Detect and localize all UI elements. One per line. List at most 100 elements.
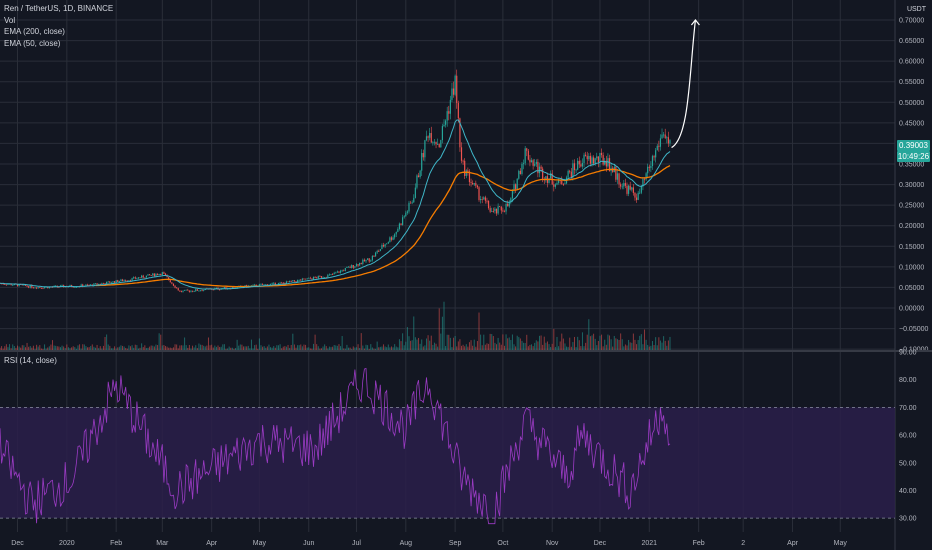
candle-body [198, 290, 200, 292]
price-tick-label: 0.10000 [899, 264, 924, 271]
volume-bar [231, 347, 233, 350]
volume-bar [90, 345, 92, 350]
symbol-title[interactable]: Ren / TetherUS, 1D, BINANCE [4, 4, 114, 13]
candle-body [446, 111, 448, 121]
candle-body [287, 281, 289, 283]
volume-bar [295, 347, 297, 350]
projection-arrow [671, 19, 697, 149]
candle-body [425, 136, 428, 141]
candle-body [631, 187, 633, 190]
candle-body [451, 88, 453, 100]
volume-bar [567, 346, 569, 350]
candle-body [312, 276, 315, 280]
candle-body [341, 270, 343, 272]
candle-body [39, 287, 41, 289]
candle-body [591, 157, 593, 164]
legend-ema50[interactable]: EMA (50, close) [4, 38, 61, 48]
candle-body [128, 280, 130, 281]
candle-body [430, 133, 432, 143]
volume-bar [375, 348, 377, 350]
legend-vol[interactable]: Vol [4, 15, 16, 25]
candle-body [231, 287, 233, 289]
candle-body [484, 197, 486, 201]
volume-bar [413, 316, 415, 350]
legend-rsi[interactable]: RSI (14, close) [4, 356, 57, 365]
price-unit: USDT [906, 6, 926, 13]
volume-bar [77, 345, 79, 350]
candle-body [483, 197, 485, 200]
volume-bar [344, 348, 346, 350]
candle-body [473, 183, 475, 185]
candle-body [298, 279, 300, 281]
candle-body [438, 144, 440, 148]
candle-body [433, 141, 436, 143]
volume-bar [282, 346, 284, 350]
candle-body [573, 163, 576, 171]
volume-bar [483, 334, 485, 350]
candle-body [263, 284, 265, 286]
candle-body [43, 287, 46, 289]
volume-bar [597, 340, 599, 350]
volume-bar [532, 346, 534, 350]
volume-bar [615, 338, 617, 350]
volume-bar [636, 344, 638, 350]
volume-bar [32, 345, 34, 350]
volume-bar [163, 344, 165, 350]
volume-bar [663, 336, 665, 350]
candle-body [596, 156, 598, 159]
volume-bar [626, 345, 628, 350]
candle-body [336, 271, 338, 273]
candle-body [409, 202, 412, 204]
candle-body [594, 158, 596, 164]
volume-bar [594, 338, 596, 350]
volume-bar [122, 345, 124, 350]
volume-bar [472, 345, 474, 350]
volume-bar [470, 340, 472, 350]
candle-body [379, 249, 381, 252]
volume-bar [496, 344, 498, 350]
volume-bar [634, 339, 636, 350]
candle-body [158, 274, 160, 276]
rsi-tick-label: 90.00 [899, 350, 917, 357]
volume-bar [386, 347, 388, 350]
volume-bar [293, 344, 295, 350]
volume-bar [201, 344, 203, 350]
candle-body [322, 277, 324, 279]
volume-bar [187, 347, 189, 350]
candle-body [282, 282, 284, 284]
volume-bar [74, 347, 76, 350]
candle-body [174, 285, 176, 288]
volume-bar [461, 345, 463, 350]
candle-body [592, 157, 595, 164]
candle-body [449, 99, 451, 114]
volume-bar [465, 344, 467, 350]
candle-body [578, 160, 580, 165]
candle-body [548, 178, 550, 183]
volume-bar [580, 346, 582, 350]
price-tick-label: 0.60000 [899, 59, 924, 66]
volume-bar [464, 346, 466, 350]
volume-bar [58, 346, 60, 350]
volume-bar [281, 348, 283, 350]
candle-body [589, 155, 592, 164]
volume-bar [573, 336, 575, 350]
volume-bar [104, 336, 106, 350]
candle-body [153, 273, 155, 277]
candle-body [481, 198, 483, 200]
candle-body [152, 273, 154, 276]
volume-bar [101, 348, 103, 350]
candle-body [661, 134, 663, 139]
candle-body [659, 138, 662, 147]
volume-bar [666, 345, 668, 350]
volume-bar [48, 346, 50, 350]
volume-bar [177, 348, 179, 350]
candle-body [381, 245, 383, 250]
candle-body [112, 281, 114, 283]
time-tick-label: Jul [352, 540, 361, 547]
candle-body [460, 147, 463, 161]
volume-bar [20, 347, 22, 350]
candle-body [306, 278, 308, 280]
legend-ema200[interactable]: EMA (200, close) [4, 27, 65, 36]
volume-bar [330, 346, 332, 350]
